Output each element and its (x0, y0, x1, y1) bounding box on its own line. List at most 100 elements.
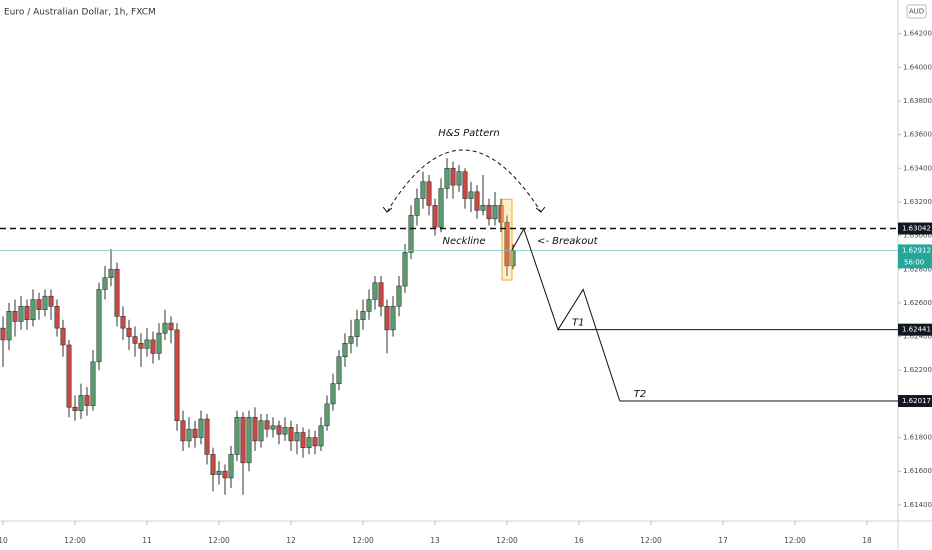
y-tick-label: 1.63200 (903, 198, 932, 206)
candle-body (108, 268, 114, 278)
pattern-label: H&S Pattern (438, 128, 499, 139)
candle-body (150, 339, 156, 354)
candle-body (120, 316, 126, 329)
candle-body (444, 167, 450, 189)
y-tick-label: 1.62800 (903, 265, 932, 273)
candle-body (402, 252, 408, 287)
candle-body (138, 343, 144, 349)
candle-body (258, 420, 264, 442)
candle-body (330, 383, 336, 405)
candle-body (396, 285, 402, 307)
candle-body (252, 417, 258, 442)
candle-body (42, 295, 48, 310)
candle-body (270, 425, 276, 430)
candle-body (48, 295, 54, 307)
candle-body (366, 299, 372, 312)
x-tick-label: 18 (862, 536, 872, 545)
candle-body (306, 437, 312, 448)
candle-body (18, 305, 24, 322)
candle-body (6, 311, 12, 341)
candle-body (210, 454, 216, 475)
candle-body (318, 425, 324, 447)
candle-body (60, 327, 66, 346)
breakout-label: <- Breakout (537, 236, 599, 247)
y-tick-label: 1.63000 (903, 232, 932, 240)
candle-body (462, 171, 468, 199)
candle-body (480, 205, 486, 211)
x-tick-label: 11 (142, 536, 152, 545)
candle-body (312, 437, 318, 447)
candle-body (504, 221, 510, 267)
candle-body (240, 417, 246, 464)
candle-body (390, 305, 396, 331)
chart-title: Euro / Australian Dollar, 1h, FXCM (4, 8, 156, 18)
candle-body (132, 336, 138, 344)
neckline-price-box (898, 222, 932, 235)
y-tick-label: 1.63800 (903, 97, 932, 105)
candle-body (420, 181, 426, 199)
candle-body (438, 188, 444, 228)
target-price: 1.62441 (902, 326, 931, 334)
x-tick-label: 12:00 (784, 536, 806, 545)
candle-body (36, 299, 42, 310)
currency-box[interactable] (906, 4, 927, 19)
y-tick-label: 1.62400 (903, 333, 932, 341)
candle-body (96, 289, 102, 363)
x-tick-label: 12:00 (496, 536, 518, 545)
candle-body (24, 305, 30, 321)
candle-body (408, 215, 414, 253)
target-label: T2 (634, 389, 646, 400)
candle-body (162, 322, 168, 334)
candle-body (384, 305, 390, 331)
candle-body (294, 432, 300, 442)
candle-body (30, 299, 36, 321)
candle-body (324, 403, 330, 427)
plot (0, 158, 516, 495)
x-tick-label: 12:00 (352, 536, 374, 545)
candle-body (372, 282, 378, 300)
y-tick-label: 1.62600 (903, 299, 932, 307)
candle-body (174, 329, 180, 422)
candle-body (126, 327, 132, 337)
target-price: 1.62017 (902, 397, 931, 405)
candle-body (264, 420, 270, 430)
candle-body (216, 470, 222, 475)
candle-body (234, 417, 240, 455)
arc-arrowheads (382, 206, 546, 213)
candle-body (144, 339, 150, 349)
candle-body (276, 425, 282, 435)
candle-body (456, 171, 462, 186)
neckline-label: Neckline (443, 236, 486, 247)
candle-body (300, 432, 306, 448)
y-tick-label: 1.64000 (903, 63, 932, 71)
candle-body (246, 417, 252, 464)
candle-body (114, 268, 120, 317)
candle-body (84, 395, 90, 406)
candle-body (198, 418, 204, 438)
candle-body (156, 332, 162, 354)
neckline-price: 1.63042 (902, 225, 931, 233)
candle-body (468, 191, 474, 199)
candle-body (288, 427, 294, 442)
candle-body (102, 277, 108, 290)
y-tick-label: 1.61600 (903, 467, 932, 475)
y-tick-label: 1.63400 (903, 164, 932, 172)
candle-body (426, 181, 432, 206)
candle-body (348, 336, 354, 344)
target-label: T1 (572, 318, 584, 329)
candle-body (66, 344, 72, 408)
x-tick-label: 12:00 (208, 536, 230, 545)
x-tick-label: 12 (286, 536, 296, 545)
target-price-box (898, 323, 932, 336)
candle-body (192, 428, 198, 438)
candle-body (228, 454, 234, 479)
candle-body (222, 470, 228, 479)
candle-body (432, 205, 438, 228)
x-tick-label: 16 (574, 536, 584, 545)
y-tick-label: 1.61400 (903, 501, 932, 509)
candle-body (180, 420, 186, 442)
candle-body (0, 327, 6, 341)
y-tick-label: 1.61800 (903, 434, 932, 442)
candle-body (90, 361, 96, 406)
